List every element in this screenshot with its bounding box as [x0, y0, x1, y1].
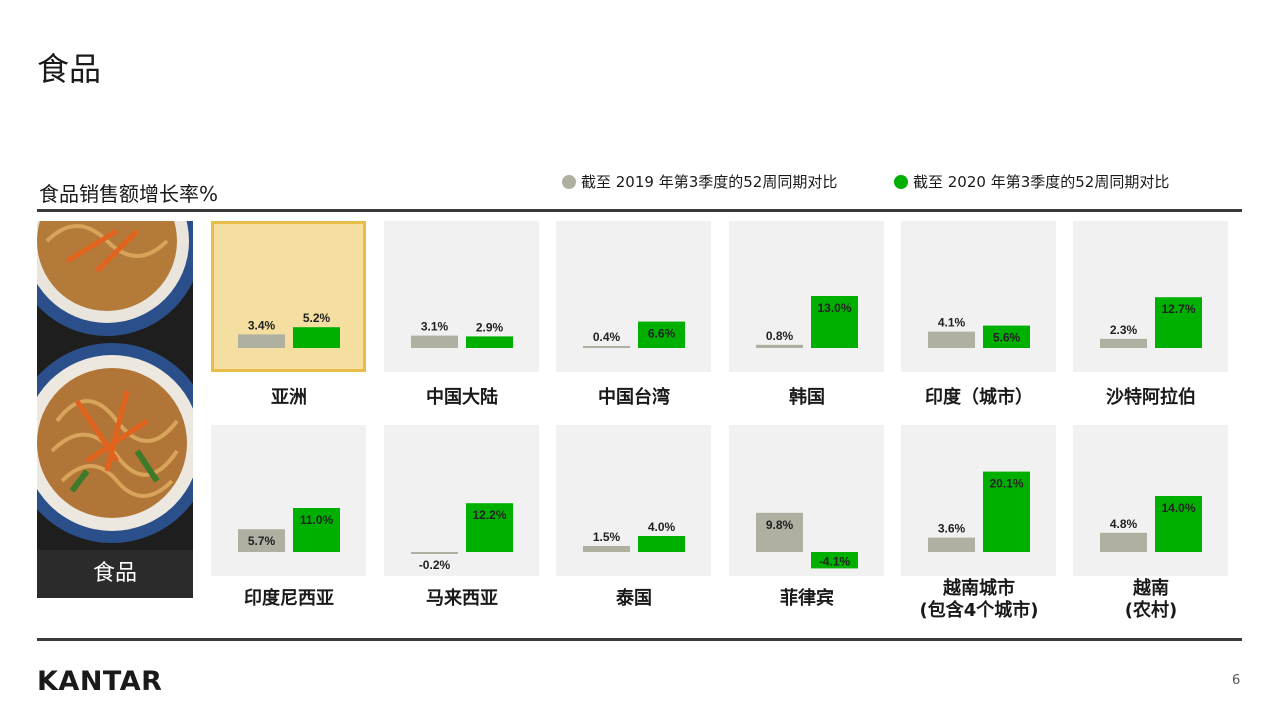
chart-panel: 1.5% 4.0% — [556, 425, 711, 576]
value-label-2020: 20.1% — [989, 477, 1023, 491]
chart-panel: 4.1% 5.6% — [901, 221, 1056, 372]
bar-2020 — [811, 552, 858, 569]
value-label-2019: 2.3% — [1110, 323, 1138, 337]
region-label: 中国大陆 — [426, 387, 498, 408]
panel-chart: 5.7% 11.0% — [238, 508, 340, 552]
kantar-logo: KANTAR — [37, 666, 163, 697]
panel-chart: 2.3% 12.7% — [1100, 297, 1202, 348]
chart-panel: 3.1% 2.9% — [384, 221, 539, 372]
panel-chart: 0.4% 6.6% — [583, 321, 685, 348]
bar-2020 — [293, 508, 340, 552]
region-label: 马来西亚 — [426, 588, 498, 609]
chart-panel: 9.8% -4.1% — [729, 425, 884, 576]
region-label: 韩国 — [789, 387, 825, 408]
chart-panel: 4.8% 14.0% — [1073, 425, 1228, 576]
value-label-2019: 3.4% — [248, 318, 276, 332]
bar-2020 — [293, 327, 340, 348]
bar-2019 — [583, 346, 630, 348]
bar-2020 — [638, 321, 685, 348]
bar-2019 — [1100, 532, 1147, 552]
bar-2019 — [238, 334, 285, 348]
panel-chart: 3.6% 20.1% — [928, 471, 1030, 552]
bar-2020 — [638, 536, 685, 552]
value-label-2019: 0.8% — [766, 329, 794, 343]
value-label-2019: 3.1% — [421, 320, 449, 334]
value-label-2020: 11.0% — [300, 513, 334, 527]
value-label-2019: -0.2% — [419, 558, 451, 572]
bar-2020 — [1155, 496, 1202, 552]
value-label-2020: 2.9% — [476, 320, 504, 334]
bar-2020 — [811, 296, 858, 348]
chart-panel: 2.3% 12.7% — [1073, 221, 1228, 372]
value-label-2019: 9.8% — [766, 518, 794, 532]
panel-chart: 0.8% 13.0% — [756, 296, 858, 348]
top-divider — [37, 209, 1242, 212]
legend-label-2019: 截至 2019 年第3季度的52周同期对比 — [581, 173, 838, 191]
value-label-2020: 5.2% — [303, 311, 331, 325]
region-label: 越南城市 (包含4个城市) — [919, 578, 1039, 621]
bar-2019 — [928, 537, 975, 552]
region-label: 菲律宾 — [780, 588, 834, 609]
legend-item-2019: 截至 2019 年第3季度的52周同期对比 — [562, 171, 837, 192]
panel-chart: 4.1% 5.6% — [928, 316, 1030, 348]
value-label-2019: 4.1% — [938, 316, 966, 330]
value-label-2020: -4.1% — [819, 554, 851, 568]
bar-2019 — [928, 331, 975, 348]
panel-chart: 3.4% 5.2% — [238, 311, 340, 348]
region-label: 印度尼西亚 — [244, 588, 334, 609]
bar-2019 — [583, 546, 630, 552]
bar-2019 — [1100, 338, 1147, 348]
bar-2019 — [756, 344, 803, 348]
chart-panel: -0.2% 12.2% — [384, 425, 539, 576]
bar-2020 — [466, 336, 513, 348]
value-label-2020: 6.6% — [648, 327, 676, 341]
noodle-image — [37, 221, 193, 550]
legend-item-2020: 截至 2020 年第3季度的52周同期对比 — [894, 171, 1169, 192]
bar-2019 — [756, 512, 803, 552]
chart-panel: 5.7% 11.0% — [211, 425, 366, 576]
region-label: 印度（城市） — [925, 387, 1033, 408]
noodle-photo: 食品 — [37, 221, 193, 598]
legend-label-2020: 截至 2020 年第3季度的52周同期对比 — [913, 173, 1170, 191]
photo-label: 食品 — [37, 550, 193, 598]
region-label: 沙特阿拉伯 — [1106, 387, 1196, 408]
value-label-2019: 4.8% — [1110, 517, 1138, 531]
bar-2020 — [983, 325, 1030, 348]
value-label-2019: 5.7% — [248, 534, 276, 548]
value-label-2020: 12.7% — [1161, 302, 1195, 316]
value-label-2020: 13.0% — [817, 301, 851, 315]
chart-panel: 0.4% 6.6% — [556, 221, 711, 372]
value-label-2020: 14.0% — [1161, 501, 1195, 515]
panel-chart: 4.8% 14.0% — [1100, 496, 1202, 552]
panel-chart: 1.5% 4.0% — [583, 520, 685, 552]
chart-panel: 0.8% 13.0% — [729, 221, 884, 372]
value-label-2020: 5.6% — [993, 331, 1021, 345]
legend-swatch-2019 — [562, 174, 576, 189]
chart-title: 食品销售额增长率% — [39, 182, 219, 206]
bar-2020 — [1155, 297, 1202, 348]
legend-swatch-2020 — [894, 174, 908, 189]
panel-chart: -0.2% 12.2% — [411, 503, 513, 572]
value-label-2019: 0.4% — [593, 330, 621, 344]
bar-2019 — [411, 335, 458, 348]
panel-chart: 9.8% -4.1% — [756, 512, 858, 569]
bar-2020 — [983, 471, 1030, 552]
page-number: 6 — [1232, 673, 1241, 688]
value-label-2019: 1.5% — [593, 530, 621, 544]
region-label: 泰国 — [616, 588, 652, 609]
value-label-2019: 3.6% — [938, 522, 966, 536]
value-label-2020: 4.0% — [648, 520, 676, 534]
bar-2019 — [238, 529, 285, 552]
region-label: 亚洲 — [271, 387, 307, 408]
bar-2020 — [466, 503, 513, 552]
chart-panel: 3.4% 5.2% — [211, 221, 366, 372]
page-title: 食品 — [37, 50, 102, 88]
region-label: 越南 (农村) — [1124, 578, 1178, 621]
bottom-divider — [37, 638, 1242, 641]
panel-chart: 3.1% 2.9% — [411, 320, 513, 348]
value-label-2020: 12.2% — [472, 508, 506, 522]
chart-panel: 3.6% 20.1% — [901, 425, 1056, 576]
region-label: 中国台湾 — [598, 387, 670, 408]
bar-2019 — [411, 552, 458, 554]
